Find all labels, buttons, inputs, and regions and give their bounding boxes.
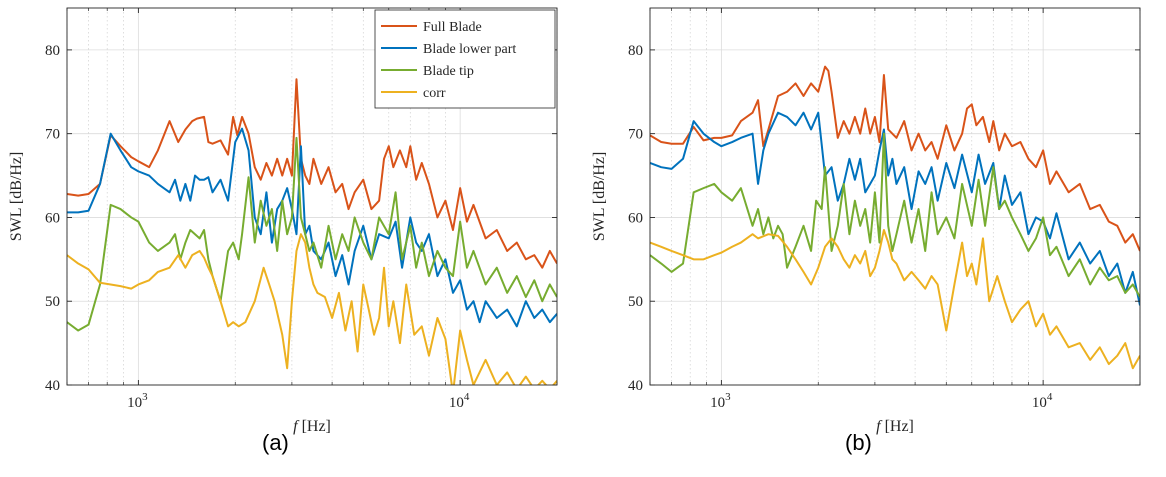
x-axis-label-unit: [Hz] xyxy=(302,418,331,435)
chart-1-group: 40 50 60 70 80 103 104 f [Hz] SWL [dB/Hz] xyxy=(591,7,1141,435)
y-axis-label: SWL [dB/Hz] xyxy=(591,152,608,242)
y-tick-label: 50 xyxy=(45,294,60,310)
series-group xyxy=(650,65,1140,370)
legend: Full Blade Blade lower part Blade tip corr xyxy=(374,9,556,109)
chart-0-group: 40 50 60 70 80 103 104 f [Hz] SWL [dB/Hz] Full Bl… xyxy=(8,7,558,435)
y-tick-label: 40 xyxy=(628,378,643,394)
y-tick-label: 70 xyxy=(628,127,643,143)
axes-frame xyxy=(66,7,558,386)
series-corr-line xyxy=(650,229,1140,370)
legend-full-blade-label: Full Blade xyxy=(423,20,482,35)
plot-area xyxy=(650,8,1140,385)
y-tick-label: 60 xyxy=(628,210,643,226)
legend-blade-lower-label: Blade lower part xyxy=(423,42,516,57)
x-tick-label: 103 xyxy=(710,391,731,411)
y-tick-label: 70 xyxy=(45,127,60,143)
series-group xyxy=(67,78,557,385)
series-full-blade-line xyxy=(650,65,1140,252)
x-tick-label: 104 xyxy=(1032,391,1053,411)
x-axis-label-variable: f xyxy=(876,418,884,435)
x-axis-label: f [Hz] xyxy=(876,418,914,435)
chart-panel-a: 40 50 60 70 80 103 104 f [Hz] SWL [dB/Hz] Full Bl… xyxy=(0,0,583,472)
legend-blade-tip-label: Blade tip xyxy=(423,64,474,79)
x-tick-label-exponent: 4 xyxy=(1047,391,1053,403)
series-full-blade-line xyxy=(67,78,557,269)
x-axis-label: f [Hz] xyxy=(293,418,331,435)
x-tick-label-exponent: 3 xyxy=(142,391,148,403)
y-tick-label: 80 xyxy=(628,43,643,59)
grid xyxy=(66,8,558,386)
series-corr-line xyxy=(67,233,557,385)
y-tick-label: 40 xyxy=(45,378,60,394)
chart-b-svg: 40 50 60 70 80 103 104 f [Hz] SWL [dB/Hz] xyxy=(591,7,1141,435)
y-tick-label: 50 xyxy=(628,294,643,310)
chart-a-svg: 40 50 60 70 80 103 104 f [Hz] SWL [dB/Hz] Full Bl… xyxy=(8,7,558,435)
x-tick-label: 103 xyxy=(127,391,148,411)
chart-panel-b: 40 50 60 70 80 103 104 f [Hz] SWL [dB/Hz] (b) xyxy=(583,0,1166,472)
y-tick-label: 80 xyxy=(45,43,60,59)
series-blade-lower-line xyxy=(67,127,557,328)
x-axis-label-variable: f xyxy=(293,418,301,435)
series-blade-tip-line xyxy=(650,132,1140,298)
caption-a: (a) xyxy=(262,430,289,455)
legend-corr-label: corr xyxy=(423,86,446,101)
series-blade-tip-line xyxy=(67,136,557,332)
caption-b: (b) xyxy=(845,430,872,455)
x-tick-label-exponent: 4 xyxy=(464,391,470,403)
y-axis-label: SWL [dB/Hz] xyxy=(8,152,25,242)
x-tick-label: 104 xyxy=(449,391,470,411)
x-tick-label-exponent: 3 xyxy=(725,391,731,403)
axes-frame xyxy=(649,7,1141,386)
x-axis-label-unit: [Hz] xyxy=(885,418,914,435)
y-tick-label: 60 xyxy=(45,210,60,226)
